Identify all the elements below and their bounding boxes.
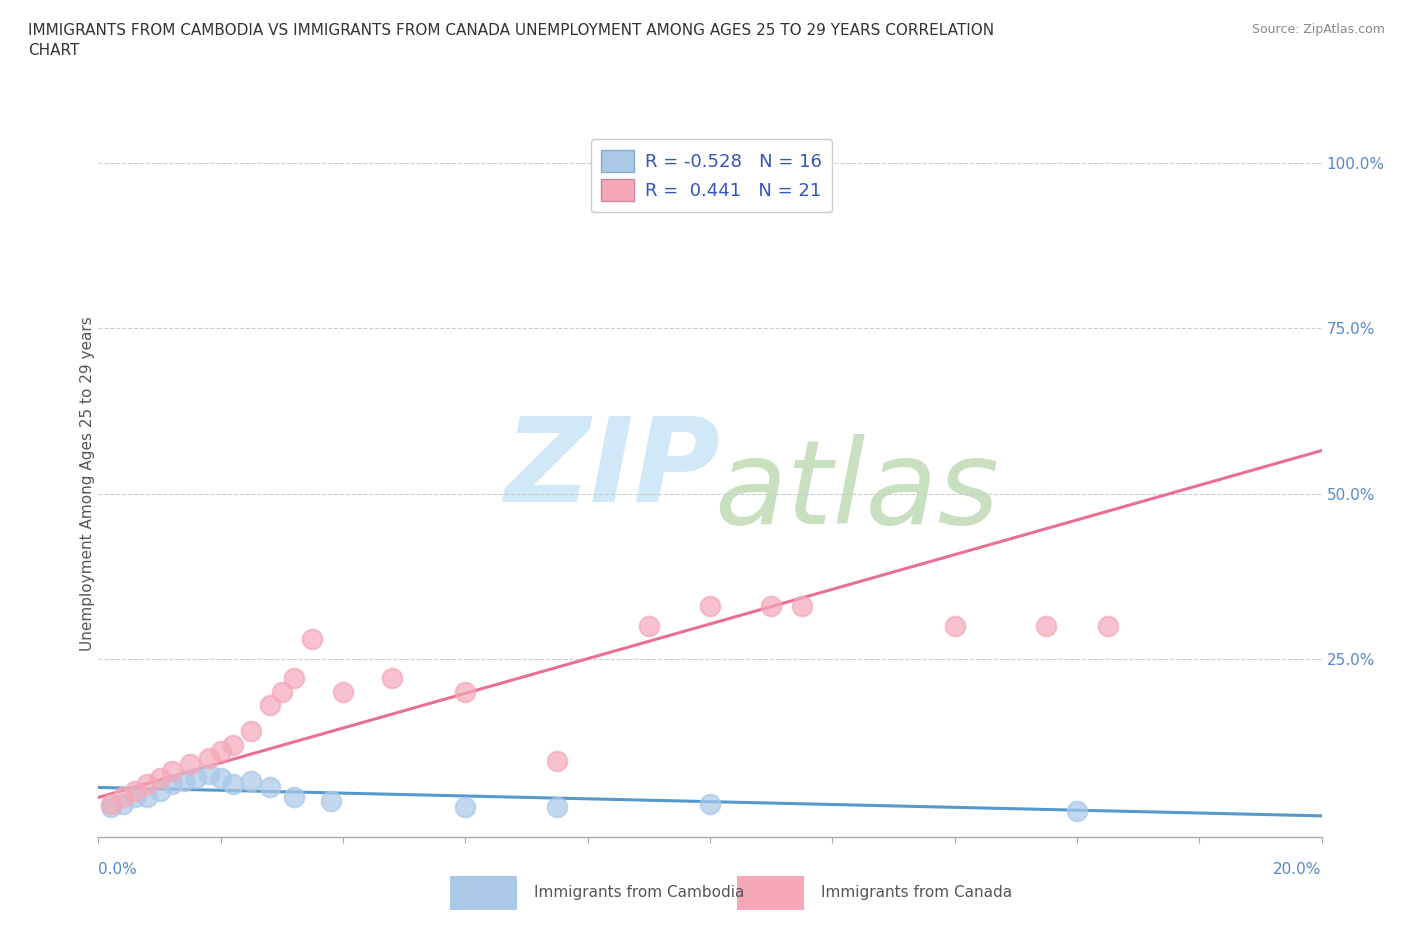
Text: Immigrants from Canada: Immigrants from Canada (821, 885, 1012, 900)
Point (160, 777, 183, 791)
Point (270, 684, 292, 699)
Point (546, 800, 568, 815)
Text: 20.0%: 20.0% (1274, 862, 1322, 877)
Point (100, 796, 122, 811)
Point (124, 783, 146, 798)
Point (943, 618, 966, 633)
Point (197, 751, 219, 765)
Point (197, 767, 219, 782)
Point (454, 800, 477, 815)
Point (1097, 618, 1119, 633)
Point (381, 671, 404, 686)
FancyBboxPatch shape (737, 876, 804, 910)
Point (124, 790, 146, 804)
Point (546, 753, 568, 768)
Point (209, 744, 232, 759)
Point (301, 631, 323, 646)
Point (111, 790, 134, 804)
Point (149, 783, 172, 798)
Point (136, 790, 159, 804)
Point (332, 684, 354, 699)
Point (209, 770, 232, 785)
Point (186, 770, 208, 785)
Point (173, 774, 195, 789)
Text: ZIP: ZIP (505, 412, 720, 527)
Point (100, 800, 122, 815)
Point (222, 777, 245, 791)
Point (240, 774, 263, 789)
Point (1066, 804, 1088, 818)
Point (283, 671, 305, 686)
Point (319, 793, 342, 808)
Point (259, 780, 281, 795)
Point (1035, 618, 1057, 633)
Text: Source: ZipAtlas.com: Source: ZipAtlas.com (1251, 23, 1385, 36)
Point (637, 618, 661, 633)
Point (283, 790, 305, 804)
Text: atlas: atlas (714, 433, 1000, 548)
Point (149, 770, 172, 785)
Point (179, 757, 201, 772)
Text: Immigrants from Cambodia: Immigrants from Cambodia (534, 885, 745, 900)
Point (454, 684, 477, 699)
Point (111, 796, 134, 811)
FancyBboxPatch shape (450, 876, 517, 910)
Text: 0.0%: 0.0% (98, 862, 138, 877)
Point (790, 598, 813, 613)
Point (160, 764, 183, 778)
Point (259, 698, 281, 712)
Text: IMMIGRANTS FROM CAMBODIA VS IMMIGRANTS FROM CANADA UNEMPLOYMENT AMONG AGES 25 TO: IMMIGRANTS FROM CAMBODIA VS IMMIGRANTS F… (28, 23, 994, 58)
Point (759, 598, 782, 613)
Point (668, 172, 690, 187)
Point (699, 598, 721, 613)
Point (136, 777, 159, 791)
Point (240, 724, 263, 738)
Legend: R = -0.528   N = 16, R =  0.441   N = 21: R = -0.528 N = 16, R = 0.441 N = 21 (591, 140, 832, 212)
Y-axis label: Unemployment Among Ages 25 to 29 years: Unemployment Among Ages 25 to 29 years (80, 316, 94, 651)
Point (699, 796, 721, 811)
Point (222, 737, 245, 752)
